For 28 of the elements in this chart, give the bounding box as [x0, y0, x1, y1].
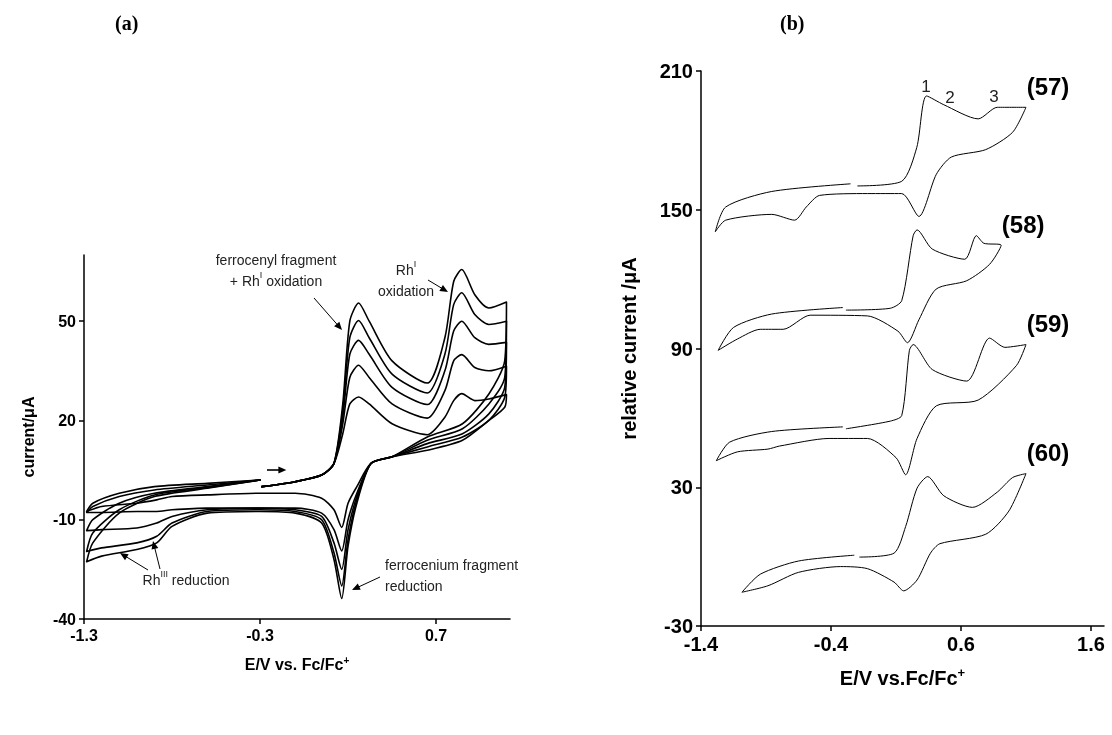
- y-tick-label: 210: [659, 60, 693, 82]
- y-tick-label: 50: [58, 312, 77, 330]
- annotation: 3: [989, 86, 999, 106]
- x-tick-label: 0.6: [947, 633, 975, 655]
- y-axis-title: relative current /μA: [618, 257, 640, 440]
- x-tick-label: 1.6: [1077, 633, 1105, 655]
- series-label: (58): [1001, 210, 1045, 238]
- x-axis-title: E/V vs.Fc/Fc+: [839, 665, 966, 689]
- y-tick-label: 20: [58, 411, 77, 429]
- series-label: (59): [1026, 310, 1070, 338]
- x-tick-label: 0.7: [424, 626, 448, 644]
- annotation: 2: [945, 87, 955, 107]
- chart-title: (a): [115, 12, 139, 35]
- y-tick-label: -40: [52, 610, 77, 628]
- x-tick-label: -1.3: [70, 626, 98, 644]
- x-tick-label: -0.3: [246, 626, 274, 644]
- y-tick-label: 150: [659, 198, 693, 221]
- chart-title: (b): [780, 12, 805, 35]
- y-axis-title: current/μA: [19, 396, 37, 478]
- x-tick-label: -0.4: [813, 633, 850, 655]
- y-tick-label: 30: [670, 476, 693, 499]
- series-label: (60): [1026, 439, 1070, 467]
- x-axis-title: E/V vs. Fc/Fc+: [244, 654, 350, 673]
- y-tick-label: 90: [670, 337, 693, 360]
- annotation: ferrocenium fragment reduction: [385, 556, 519, 594]
- annotation: 1: [921, 76, 931, 96]
- series-label: (57): [1026, 72, 1070, 100]
- y-tick-label: -10: [52, 511, 77, 529]
